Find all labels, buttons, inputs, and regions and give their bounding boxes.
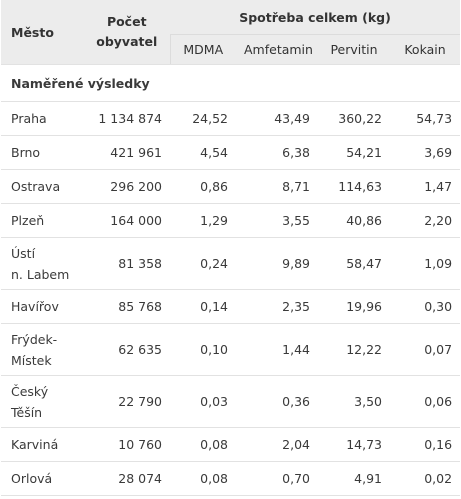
cell-city-line: Praha bbox=[11, 111, 47, 126]
cell-mdma: 0,24 bbox=[170, 237, 236, 290]
cell-mdma: 0,08 bbox=[170, 461, 236, 496]
column-header-population-line2: obyvatel bbox=[96, 34, 158, 49]
cell-kokain: 1,09 bbox=[390, 237, 461, 290]
cell-population: 85 768 bbox=[84, 289, 170, 324]
cell-mdma: 0,03 bbox=[170, 375, 236, 428]
cell-pervitin: 40,86 bbox=[318, 203, 390, 238]
cell-population: 81 358 bbox=[84, 237, 170, 290]
cell-amfetamin: 6,38 bbox=[236, 135, 318, 170]
cell-population: 164 000 bbox=[84, 203, 170, 238]
cell-city-line: Havířov bbox=[11, 299, 59, 314]
cell-population: 22 790 bbox=[84, 375, 170, 428]
cell-mdma: 24,52 bbox=[170, 101, 236, 136]
cell-mdma: 0,10 bbox=[170, 323, 236, 376]
cell-city-line: Orlová bbox=[11, 471, 53, 486]
cell-kokain: 1,47 bbox=[390, 169, 461, 204]
cell-city: Český Těšín bbox=[1, 375, 84, 428]
cell-city-line: Český bbox=[11, 383, 49, 399]
cell-population: 10 760 bbox=[84, 427, 170, 462]
column-header-population-line1: Počet bbox=[106, 14, 147, 29]
table-row: Ostrava 296 200 0,86 8,71 114,63 1,47 bbox=[1, 169, 461, 204]
cell-city-line: Těšín bbox=[11, 404, 43, 420]
cell-city-line: Frýdek- bbox=[11, 331, 58, 347]
cell-amfetamin: 8,71 bbox=[236, 169, 318, 204]
cell-city: Praha bbox=[1, 101, 84, 136]
cell-city-line: Ostrava bbox=[11, 179, 61, 194]
cell-population: 1 134 874 bbox=[84, 101, 170, 136]
cell-pervitin: 360,22 bbox=[318, 101, 390, 136]
column-header-kokain: Kokain bbox=[390, 34, 461, 65]
cell-city: Havířov bbox=[1, 289, 84, 324]
cell-mdma: 0,08 bbox=[170, 427, 236, 462]
table-header: Město Počet obyvatel Spotřeba celkem (kg… bbox=[1, 0, 461, 65]
cell-city: Karviná bbox=[1, 427, 84, 462]
section-row: Naměřené výsledky bbox=[1, 64, 461, 102]
cell-amfetamin: 0,36 bbox=[236, 375, 318, 428]
cell-population: 28 074 bbox=[84, 461, 170, 496]
column-header-mdma: MDMA bbox=[169, 34, 236, 65]
cell-pervitin: 14,73 bbox=[318, 427, 390, 462]
cell-amfetamin: 3,55 bbox=[236, 203, 318, 238]
cell-city-line: Brno bbox=[11, 145, 41, 160]
table-row: Ústí n. Labem 81 358 0,24 9,89 58,47 1,09 bbox=[1, 237, 461, 290]
column-header-city: Město bbox=[1, 0, 84, 65]
cell-city-line: Karviná bbox=[11, 437, 59, 452]
cell-kokain: 3,69 bbox=[390, 135, 461, 170]
cell-amfetamin: 43,49 bbox=[236, 101, 318, 136]
cell-city: Brno bbox=[1, 135, 84, 170]
cell-amfetamin: 1,44 bbox=[236, 323, 318, 376]
cell-population: 296 200 bbox=[84, 169, 170, 204]
cell-kokain: 2,20 bbox=[390, 203, 461, 238]
cell-kokain: 0,02 bbox=[390, 461, 461, 496]
cell-city: Plzeň bbox=[1, 203, 84, 238]
cell-kokain: 0,16 bbox=[390, 427, 461, 462]
table-row: Brno 421 961 4,54 6,38 54,21 3,69 bbox=[1, 135, 461, 170]
table-row: Karviná 10 760 0,08 2,04 14,73 0,16 bbox=[1, 427, 461, 462]
column-header-pervitin: Pervitin bbox=[318, 34, 390, 65]
table-row: Frýdek- Místek 62 635 0,10 1,44 12,22 0,07 bbox=[1, 323, 461, 376]
table-row: Český Těšín 22 790 0,03 0,36 3,50 0,06 bbox=[1, 375, 461, 428]
cell-city-line: Ústí bbox=[11, 245, 36, 261]
cell-amfetamin: 2,35 bbox=[236, 289, 318, 324]
cell-pervitin: 19,96 bbox=[318, 289, 390, 324]
table-row: Havířov 85 768 0,14 2,35 19,96 0,30 bbox=[1, 289, 461, 324]
cell-pervitin: 114,63 bbox=[318, 169, 390, 204]
cell-amfetamin: 0,70 bbox=[236, 461, 318, 496]
column-header-amfetamin: Amfetamin bbox=[236, 34, 318, 65]
cell-pervitin: 54,21 bbox=[318, 135, 390, 170]
table-row: Praha 1 134 874 24,52 43,49 360,22 54,73 bbox=[1, 101, 461, 136]
table-row: Orlová 28 074 0,08 0,70 4,91 0,02 bbox=[1, 461, 461, 496]
cell-kokain: 54,73 bbox=[390, 101, 461, 136]
cell-city-line: Plzeň bbox=[11, 213, 45, 228]
cell-mdma: 0,86 bbox=[170, 169, 236, 204]
cell-city: Ostrava bbox=[1, 169, 84, 204]
column-group-consumption: Spotřeba celkem (kg) bbox=[170, 0, 461, 35]
cell-population: 421 961 bbox=[84, 135, 170, 170]
cell-mdma: 1,29 bbox=[170, 203, 236, 238]
table-body: Naměřené výsledky Praha 1 134 874 24,52 43,… bbox=[1, 64, 461, 496]
cell-kokain: 0,07 bbox=[390, 323, 461, 376]
column-header-population: Počet obyvatel bbox=[84, 0, 170, 65]
cell-kokain: 0,06 bbox=[390, 375, 461, 428]
cell-pervitin: 4,91 bbox=[318, 461, 390, 496]
cell-city-line: Místek bbox=[11, 352, 52, 368]
cell-kokain: 0,30 bbox=[390, 289, 461, 324]
cell-mdma: 4,54 bbox=[170, 135, 236, 170]
cell-pervitin: 3,50 bbox=[318, 375, 390, 428]
cell-pervitin: 12,22 bbox=[318, 323, 390, 376]
cell-amfetamin: 2,04 bbox=[236, 427, 318, 462]
section-title: Naměřené výsledky bbox=[1, 64, 461, 102]
cell-city: Orlová bbox=[1, 461, 84, 496]
cell-city: Frýdek- Místek bbox=[1, 323, 84, 376]
cell-mdma: 0,14 bbox=[170, 289, 236, 324]
cell-amfetamin: 9,89 bbox=[236, 237, 318, 290]
cell-pervitin: 58,47 bbox=[318, 237, 390, 290]
cell-city: Ústí n. Labem bbox=[1, 237, 84, 290]
table-row: Plzeň 164 000 1,29 3,55 40,86 2,20 bbox=[1, 203, 461, 238]
cell-population: 62 635 bbox=[84, 323, 170, 376]
cell-city-line: n. Labem bbox=[11, 266, 70, 282]
